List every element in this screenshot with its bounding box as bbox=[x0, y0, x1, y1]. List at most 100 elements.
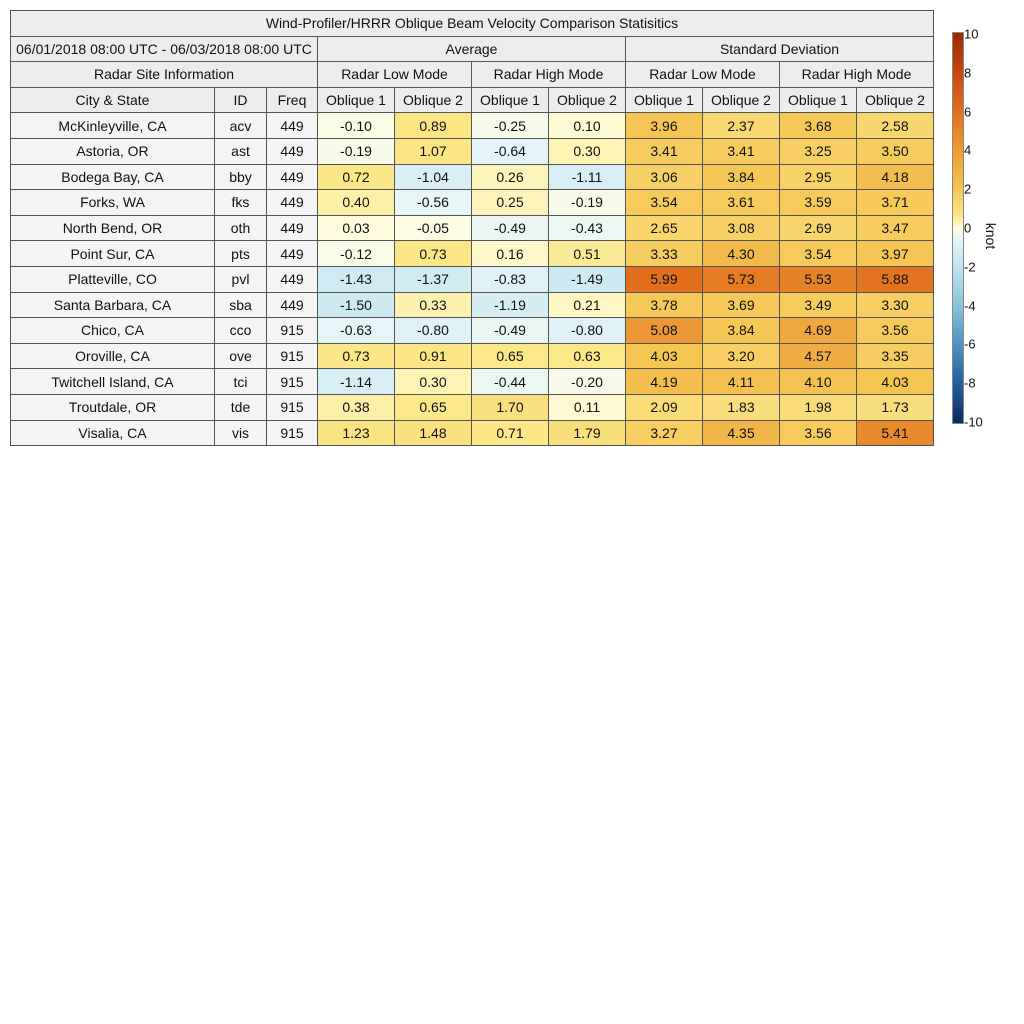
value-cell: 3.08 bbox=[702, 214, 780, 242]
site-freq-cell: 915 bbox=[266, 368, 318, 395]
colorbar-tick-label: -8 bbox=[964, 375, 976, 391]
value-cell: 2.95 bbox=[779, 163, 857, 191]
value-cell: 5.08 bbox=[625, 317, 703, 344]
table-row: Visalia, CA vis 915 1.23 1.48 0.71 1.79 3.27 4.3… bbox=[10, 419, 934, 447]
value-cell: 2.69 bbox=[779, 214, 857, 242]
site-city-cell: Astoria, OR bbox=[10, 137, 215, 165]
site-freq-cell: 449 bbox=[266, 163, 318, 191]
site-city-cell: Santa Barbara, CA bbox=[10, 291, 215, 319]
value-cell: 0.73 bbox=[317, 342, 395, 370]
value-cell: 3.35 bbox=[856, 342, 934, 370]
colorbar-tick-label: -2 bbox=[964, 259, 976, 275]
table-row: Bodega Bay, CA bby 449 0.72 -1.04 0.26 -1.11 3.… bbox=[10, 163, 934, 191]
value-cell: -0.83 bbox=[471, 265, 549, 293]
value-cell: 4.03 bbox=[625, 342, 703, 370]
site-id-cell: fks bbox=[214, 189, 267, 216]
value-cell: 0.21 bbox=[548, 291, 626, 319]
value-cell: -0.63 bbox=[317, 317, 395, 344]
value-cell: -0.49 bbox=[471, 214, 549, 242]
value-cell: 0.65 bbox=[471, 342, 549, 370]
site-id-cell: bby bbox=[214, 163, 267, 191]
site-freq-cell: 449 bbox=[266, 137, 318, 165]
table-row: Point Sur, CA pts 449 -0.12 0.73 0.16 0.51 3.33… bbox=[10, 240, 934, 267]
value-cell: 2.58 bbox=[856, 112, 934, 139]
value-cell: 1.79 bbox=[548, 419, 626, 447]
value-cell: -1.37 bbox=[394, 265, 472, 293]
group-header-row: 06/01/2018 08:00 UTC - 06/03/2018 08:00 … bbox=[10, 35, 934, 63]
site-freq-cell: 449 bbox=[266, 189, 318, 216]
value-cell: 4.19 bbox=[625, 368, 703, 395]
site-freq-cell: 449 bbox=[266, 265, 318, 293]
value-cell: 1.07 bbox=[394, 137, 472, 165]
column-header: Oblique 1 bbox=[317, 86, 395, 114]
value-cell: 3.56 bbox=[779, 419, 857, 447]
value-cell: 3.78 bbox=[625, 291, 703, 319]
site-city-cell: McKinleyville, CA bbox=[10, 112, 215, 139]
site-id-cell: ast bbox=[214, 137, 267, 165]
column-header: Oblique 2 bbox=[702, 86, 780, 114]
table-row: North Bend, OR oth 449 0.03 -0.05 -0.49 -0.43 2… bbox=[10, 214, 934, 242]
site-freq-cell: 449 bbox=[266, 291, 318, 319]
column-header: Oblique 1 bbox=[625, 86, 703, 114]
value-cell: -1.50 bbox=[317, 291, 395, 319]
colorbar-tick-label: -10 bbox=[964, 414, 983, 430]
column-header: Oblique 1 bbox=[779, 86, 857, 114]
value-cell: 5.41 bbox=[856, 419, 934, 447]
site-freq-cell: 915 bbox=[266, 342, 318, 370]
value-cell: 3.06 bbox=[625, 163, 703, 191]
value-cell: -0.19 bbox=[317, 137, 395, 165]
colorbar-tick-label: 0 bbox=[964, 220, 972, 236]
table-row: Santa Barbara, CA sba 449 -1.50 0.33 -1.19 0.2… bbox=[10, 291, 934, 319]
site-id-cell: oth bbox=[214, 214, 267, 242]
value-cell: 3.59 bbox=[779, 189, 857, 216]
site-id-cell: sba bbox=[214, 291, 267, 319]
value-cell: 2.09 bbox=[625, 393, 703, 421]
value-cell: 4.35 bbox=[702, 419, 780, 447]
table-row: Chico, CA cco 915 -0.63 -0.80 -0.49 -0.80 5.08 3… bbox=[10, 317, 934, 344]
value-cell: 0.11 bbox=[548, 393, 626, 421]
value-cell: -0.10 bbox=[317, 112, 395, 139]
site-freq-cell: 915 bbox=[266, 419, 318, 447]
value-cell: 0.33 bbox=[394, 291, 472, 319]
site-city-cell: Point Sur, CA bbox=[10, 240, 215, 267]
site-freq-cell: 449 bbox=[266, 112, 318, 139]
std-high-mode-header: Radar High Mode bbox=[779, 61, 934, 88]
value-cell: -0.80 bbox=[394, 317, 472, 344]
value-cell: 0.71 bbox=[471, 419, 549, 447]
table-row: Troutdale, OR tde 915 0.38 0.65 1.70 0.11 2.09 1… bbox=[10, 393, 934, 421]
value-cell: 3.20 bbox=[702, 342, 780, 370]
site-id-cell: pvl bbox=[214, 265, 267, 293]
value-cell: 0.16 bbox=[471, 240, 549, 267]
value-cell: 0.38 bbox=[317, 393, 395, 421]
value-cell: 3.27 bbox=[625, 419, 703, 447]
site-id-cell: pts bbox=[214, 240, 267, 267]
table-title: Wind-Profiler/HRRR Oblique Beam Velocity… bbox=[10, 10, 934, 37]
value-cell: -0.05 bbox=[394, 214, 472, 242]
table-row: Astoria, OR ast 449 -0.19 1.07 -0.64 0.30 3.41 3… bbox=[10, 137, 934, 165]
value-cell: 3.50 bbox=[856, 137, 934, 165]
value-cell: 1.73 bbox=[856, 393, 934, 421]
site-city-cell: Platteville, CO bbox=[10, 265, 215, 293]
site-city-cell: Oroville, CA bbox=[10, 342, 215, 370]
value-cell: -0.43 bbox=[548, 214, 626, 242]
std-dev-header: Standard Deviation bbox=[625, 35, 934, 63]
site-id-cell: cco bbox=[214, 317, 267, 344]
column-header: Oblique 2 bbox=[394, 86, 472, 114]
value-cell: 4.69 bbox=[779, 317, 857, 344]
site-id-cell: ove bbox=[214, 342, 267, 370]
site-city-cell: Twitchell Island, CA bbox=[10, 368, 215, 395]
value-cell: 3.47 bbox=[856, 214, 934, 242]
value-cell: -0.20 bbox=[548, 368, 626, 395]
colorbar-tick-label: -4 bbox=[964, 298, 976, 314]
value-cell: 3.54 bbox=[779, 240, 857, 267]
colorbar-tick-label: -6 bbox=[964, 336, 976, 352]
site-id-cell: tde bbox=[214, 393, 267, 421]
value-cell: 2.65 bbox=[625, 214, 703, 242]
value-cell: 5.88 bbox=[856, 265, 934, 293]
value-cell: 3.25 bbox=[779, 137, 857, 165]
colorbar-gradient bbox=[952, 32, 964, 424]
value-cell: 0.30 bbox=[548, 137, 626, 165]
value-cell: 3.49 bbox=[779, 291, 857, 319]
column-header: City & State bbox=[10, 86, 215, 114]
value-cell: 5.99 bbox=[625, 265, 703, 293]
